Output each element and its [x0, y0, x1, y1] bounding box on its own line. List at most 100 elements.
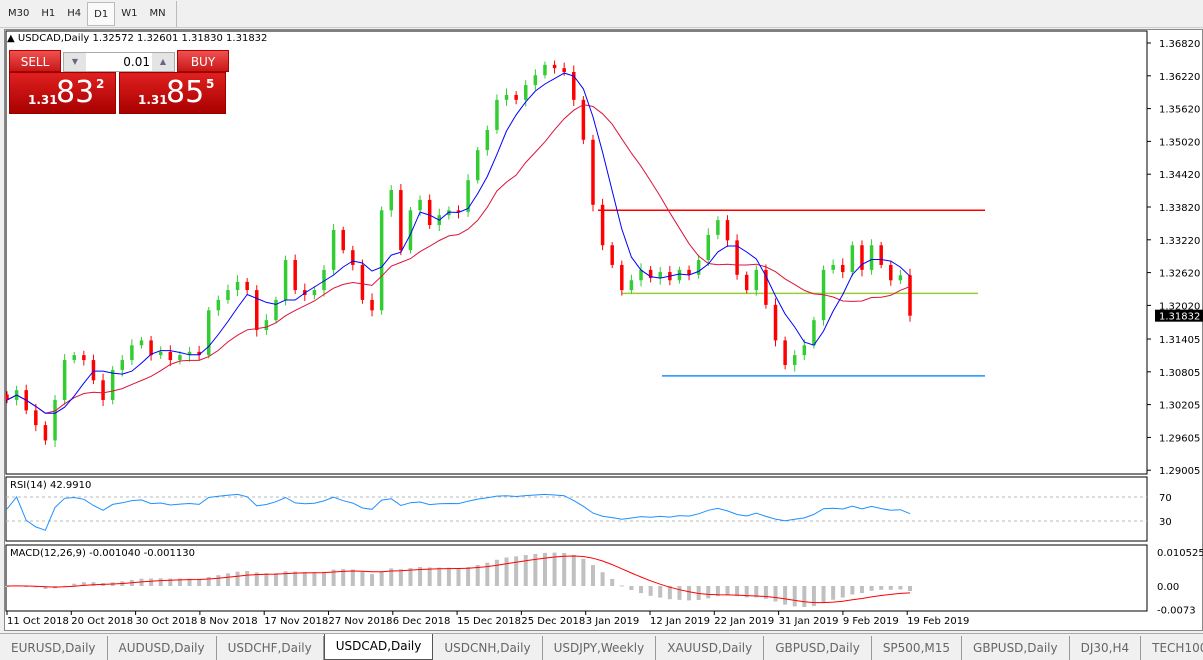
chart-tab[interactable]: USDCNH,Daily: [433, 636, 543, 660]
bull-candle: [264, 320, 269, 330]
bear-candle: [168, 351, 173, 361]
bull-candle: [62, 360, 67, 400]
bear-candle: [889, 264, 893, 281]
chart-tab[interactable]: DJ30,H4: [1070, 636, 1142, 660]
macd-histogram-bar: [850, 586, 855, 595]
chart-tab[interactable]: USDCAD,Daily: [323, 634, 434, 660]
bull-candle: [716, 220, 720, 235]
macd-histogram-bar: [341, 569, 346, 586]
bull-candle: [475, 150, 480, 181]
lot-size-stepper[interactable]: ▼ 0.01 ▲: [63, 52, 175, 72]
chart-tab[interactable]: EURUSD,Daily: [0, 636, 108, 660]
macd-histogram-bar: [802, 586, 807, 607]
bear-candle: [860, 245, 864, 270]
macd-histogram-bar: [504, 557, 509, 586]
macd-histogram-bar: [898, 586, 903, 590]
increase-lot-icon[interactable]: ▲: [152, 53, 174, 71]
timeframe-d1[interactable]: D1: [87, 1, 116, 26]
bull-candle: [543, 64, 547, 76]
rsi-panel-border: [5, 476, 1148, 542]
timeframe-w1[interactable]: W1: [121, 7, 138, 19]
macd-label: MACD(12,26,9) -0.001040 -0.001130: [10, 548, 195, 559]
chart-tab[interactable]: USDJPY,Weekly: [543, 636, 657, 660]
macd-axis-label: 0.010525: [1157, 548, 1203, 559]
bull-candle: [206, 310, 211, 356]
date-tick-label: 31 Jan 2019: [779, 616, 839, 627]
lot-size-input[interactable]: 0.01: [123, 55, 150, 69]
date-tick-label: 8 Nov 2018: [200, 616, 258, 627]
macd-histogram-bar: [350, 569, 355, 586]
collapse-triangle-icon[interactable]: ▲: [7, 33, 15, 44]
date-tick-label: 20 Oct 2018: [71, 616, 133, 627]
timeframe-h1[interactable]: H1: [41, 7, 56, 19]
timeframe-m30[interactable]: M30: [8, 7, 30, 19]
macd-histogram-bar: [264, 573, 269, 586]
buy-button[interactable]: BUY: [177, 50, 229, 72]
bull-candle: [869, 245, 874, 270]
bear-candle: [34, 410, 38, 426]
decrease-lot-icon[interactable]: ▼: [64, 53, 86, 71]
macd-histogram-bar: [619, 585, 624, 587]
sell-price[interactable]: 1.31 83 2: [9, 72, 116, 114]
macd-histogram-bar: [514, 556, 519, 586]
bear-candle: [255, 290, 259, 330]
buy-price[interactable]: 1.31 85 5: [119, 72, 226, 114]
macd-histogram-bar: [5, 586, 9, 587]
bull-candle: [139, 340, 144, 346]
chart-tab[interactable]: GBPUSD,Daily: [962, 636, 1070, 660]
bull-candle: [850, 245, 855, 273]
macd-histogram-bar: [610, 578, 615, 586]
bear-candle: [591, 139, 595, 205]
macd-histogram-bar: [821, 586, 826, 603]
bull-candle: [283, 260, 288, 300]
timeframe-h4[interactable]: H4: [67, 7, 82, 19]
bull-candle: [466, 180, 470, 212]
bear-candle: [879, 245, 883, 265]
macd-histogram-bar: [658, 586, 663, 598]
macd-histogram-bar: [408, 568, 413, 586]
chart-tab[interactable]: TECH100: [1141, 636, 1203, 660]
rsi-level-label: 70: [1159, 493, 1172, 504]
chart-tab[interactable]: USDCHF,Daily: [217, 636, 324, 660]
chart-tabs: EURUSD,Daily AUDUSD,Daily USDCHF,Daily USDC…: [0, 633, 1203, 660]
macd-histogram-bar: [293, 571, 298, 586]
date-tick-label: 22 Jan 2019: [714, 616, 774, 627]
sell-button[interactable]: SELL: [9, 50, 61, 72]
bear-candle: [341, 229, 345, 251]
macd-histogram-bar: [197, 578, 202, 586]
timeframe-mn[interactable]: MN: [149, 7, 166, 19]
bull-candle: [677, 269, 682, 281]
macd-histogram-bar: [379, 571, 384, 586]
bear-candle: [456, 210, 461, 212]
bull-candle: [274, 299, 278, 321]
bear-candle: [572, 71, 576, 100]
bull-candle: [331, 229, 336, 270]
bear-candle: [783, 340, 787, 365]
macd-histogram-bar: [840, 586, 845, 598]
macd-histogram-bar: [562, 553, 567, 586]
macd-histogram-bar: [398, 569, 403, 586]
bull-candle: [389, 190, 394, 211]
macd-histogram-bar: [744, 586, 749, 598]
chart-tab[interactable]: AUDUSD,Daily: [108, 636, 217, 660]
date-tick-label: 17 Nov 2018: [264, 616, 328, 627]
ohlc-values: 1.32572 1.32601 1.31830 1.31832: [92, 33, 268, 44]
macd-histogram-bar: [235, 571, 240, 586]
bull-candle: [178, 355, 182, 361]
current-price-label: 1.31832: [1159, 312, 1200, 323]
chart-tab[interactable]: SP500,M15: [872, 636, 963, 660]
chart-window[interactable]: [4, 29, 1203, 631]
timeframe-toolbar: M30 H1 H4 D1 W1 MN: [0, 0, 1203, 28]
macd-histogram-bar: [312, 572, 317, 586]
bull-candle: [418, 199, 422, 211]
bear-candle: [149, 340, 153, 356]
macd-histogram-bar: [859, 586, 864, 594]
chart-tab[interactable]: GBPUSD,Daily: [764, 636, 872, 660]
bear-candle: [562, 68, 566, 72]
chart-tab[interactable]: XAUUSD,Daily: [656, 636, 765, 660]
macd-histogram-bar: [360, 571, 365, 586]
bull-candle: [485, 129, 490, 151]
date-tick-label: 11 Oct 2018: [7, 616, 69, 627]
date-tick-label: 25 Dec 2018: [521, 616, 585, 627]
